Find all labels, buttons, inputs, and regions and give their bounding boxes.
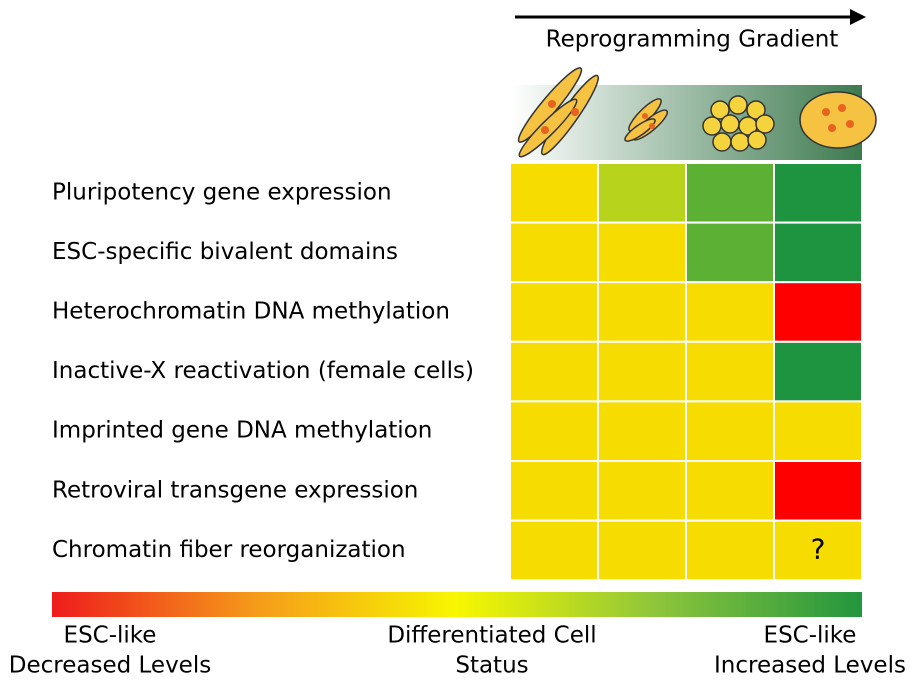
legend-labels: ESC-like Decreased Levels Differentiated C… xyxy=(9,623,906,679)
heat-cell xyxy=(597,221,687,284)
cell-text: ? xyxy=(811,532,826,565)
heat-cell xyxy=(773,460,863,522)
row-label: Pluripotency gene expression xyxy=(52,179,392,205)
heat-cell xyxy=(773,281,863,343)
cell-illustrations xyxy=(517,67,877,158)
heat-cell xyxy=(597,340,687,403)
legend-label: Decreased Levels xyxy=(9,653,211,679)
heat-cell xyxy=(509,519,599,582)
heat-cell xyxy=(597,162,687,224)
title: Reprogramming Gradient xyxy=(546,27,839,53)
row-label: Retroviral transgene expression xyxy=(52,477,418,503)
heat-cell xyxy=(773,519,863,582)
row-label: Heterochromatin DNA methylation xyxy=(52,299,450,325)
heat-cell xyxy=(685,281,775,343)
heat-cell xyxy=(685,340,775,403)
heat-cell xyxy=(685,460,775,522)
heat-cell xyxy=(597,460,687,522)
heat-cell xyxy=(509,460,599,522)
heat-cell xyxy=(685,162,775,224)
heat-cell xyxy=(597,519,687,582)
heat-cell xyxy=(509,162,599,224)
heat-cell xyxy=(773,400,863,462)
heat-cell xyxy=(773,340,863,403)
heat-cell xyxy=(509,281,599,343)
arrow-head xyxy=(850,9,866,25)
heatmap: Pluripotency gene expression ESC-specific… xyxy=(52,162,863,582)
heat-cell xyxy=(685,221,775,284)
heat-cell xyxy=(685,400,775,462)
heat-cell xyxy=(773,221,863,284)
legend-label: Differentiated Cell xyxy=(387,623,596,649)
heat-cell xyxy=(597,400,687,462)
legend-label: ESC-like xyxy=(64,623,157,649)
heat-cell xyxy=(509,221,599,284)
row-label: ESC-specific bivalent domains xyxy=(52,239,398,265)
heat-cell xyxy=(685,519,775,582)
legend-label: Status xyxy=(455,653,528,679)
heat-cell xyxy=(597,281,687,343)
legend-gradient xyxy=(52,592,862,617)
legend-label: ESC-like xyxy=(764,623,857,649)
row-label: Imprinted gene DNA methylation xyxy=(52,418,432,444)
row-label: Inactive-X reactivation (female cells) xyxy=(52,358,474,384)
heat-cell xyxy=(509,400,599,462)
heat-cell xyxy=(773,162,863,224)
legend-label: Increased Levels xyxy=(714,653,906,679)
heat-cell xyxy=(509,340,599,403)
row-label: Chromatin fiber reorganization xyxy=(52,537,406,563)
